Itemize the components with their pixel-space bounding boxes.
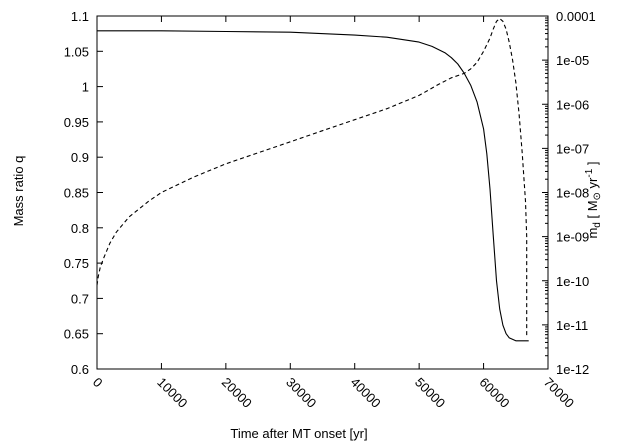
y-tick-label: 1.05 [64, 44, 89, 59]
y-tick-label: 0.8 [71, 221, 89, 236]
y-tick-label: 0.9 [71, 150, 89, 165]
x-tick-label: 10000 [154, 375, 190, 411]
y-tick-label: 1 [82, 80, 89, 95]
y2-tick-label: 0.0001 [556, 9, 596, 24]
y-axis-title: Mass ratio q [11, 156, 26, 227]
y2-tick-label: 1e-07 [556, 141, 589, 156]
x-tick-label: 30000 [283, 375, 319, 411]
x-axis-title: Time after MT onset [yr] [230, 426, 367, 441]
x-tick-label: 40000 [348, 375, 384, 411]
y2-title-unit: yr [585, 177, 600, 192]
ticks-group [96, 15, 549, 370]
y2-title-open: [ M [585, 200, 600, 222]
y2-tick-label: 1e-05 [556, 53, 589, 68]
series-group [96, 18, 529, 342]
y-tick-label: 0.85 [64, 186, 89, 201]
y2-axis-title: md [ M⊙ yr-1 ] [584, 161, 603, 238]
y2-tick-label: 1e-08 [556, 186, 589, 201]
y2-title-sun: ⊙ [592, 192, 603, 200]
y-tick-label: 0.6 [71, 362, 89, 377]
y2-title-subscript: d [592, 222, 603, 228]
x-tick-label: 60000 [476, 375, 512, 411]
mass-ratio-line [97, 30, 529, 342]
y-tick-label: 0.65 [64, 327, 89, 342]
x-tick-label: 70000 [541, 375, 577, 411]
y2-title-exponent: -1 [584, 168, 595, 177]
y-tick-label: 1.1 [71, 9, 89, 24]
y2-tick-label: 1e-10 [556, 274, 589, 289]
y-tick-label: 0.75 [64, 256, 89, 271]
x-tick-label: 50000 [412, 375, 448, 411]
tick-labels-group: 0 10000 20000 30000 40000 50000 60000 70000 0.6 0… [64, 9, 596, 411]
y2-title-close: ] [585, 161, 600, 168]
y2-tick-label: 1e-11 [556, 318, 588, 333]
mass-transfer-rate-line [96, 18, 528, 339]
plot-frame [96, 15, 549, 370]
y-tick-label: 0.95 [64, 115, 89, 130]
y2-tick-label: 1e-12 [556, 362, 589, 377]
plot-frame-group [96, 15, 549, 370]
x-tick-label: 0 [90, 375, 106, 391]
y2-axis-title-text: md [ M⊙ yr-1 ] [584, 161, 603, 238]
y2-title-symbol: m [585, 228, 600, 239]
x-tick-label: 20000 [219, 375, 255, 411]
y-tick-label: 0.7 [71, 291, 89, 306]
y2-tick-label: 1e-09 [556, 230, 589, 245]
y2-tick-label: 1e-06 [556, 97, 589, 112]
